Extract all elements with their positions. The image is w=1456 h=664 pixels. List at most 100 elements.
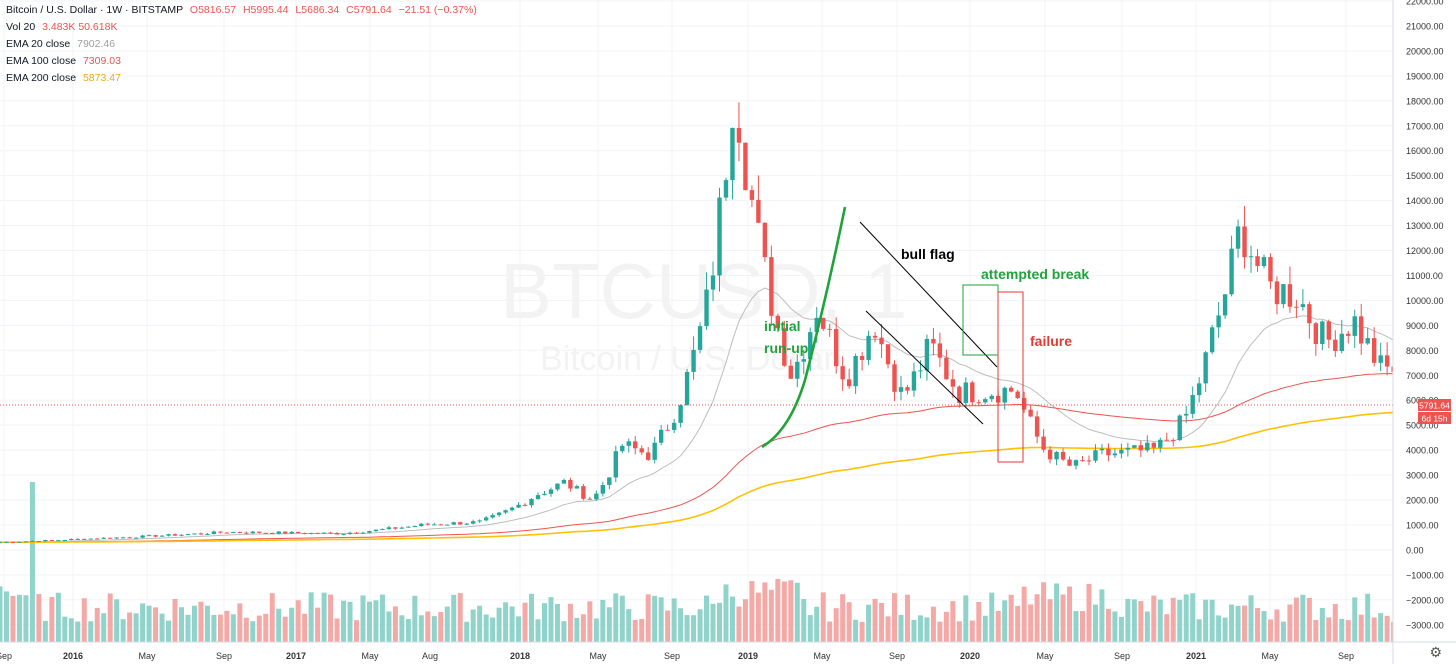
ema100-line	[0, 367, 1456, 543]
vol-value-1: 3.483K	[42, 21, 76, 33]
ema100-legend[interactable]: EMA 100 close 7309.03	[6, 53, 477, 70]
price-badges: 5791.64 6d 15h	[1418, 398, 1451, 424]
volume-bar	[496, 607, 502, 642]
volume-bar	[405, 618, 411, 642]
volume-bar	[775, 578, 781, 642]
candle-body	[983, 399, 988, 403]
failure-box	[997, 291, 1024, 463]
candle-body	[808, 332, 813, 360]
candle-body	[548, 489, 554, 494]
candle-body	[853, 355, 858, 387]
volume-bar	[360, 595, 366, 642]
volume-bar	[1170, 597, 1176, 642]
candle-body	[17, 541, 22, 543]
volume-bar	[911, 619, 917, 642]
time-axis[interactable]: Sep 2016 May Sep 2017 May Aug 2018 May Sep 2019 May…	[0, 641, 1456, 661]
symbol-title: Bitcoin / U.S. Dollar · 1W · BITSTAMP	[6, 4, 183, 16]
volume-bar	[1002, 600, 1008, 642]
candle-body	[114, 537, 119, 539]
volume-bar	[198, 601, 204, 642]
symbol-row[interactable]: Bitcoin / U.S. Dollar · 1W · BITSTAMP O5…	[6, 2, 477, 19]
candle-body	[470, 521, 476, 524]
candle-body	[1158, 439, 1163, 448]
candle-body	[1307, 304, 1312, 324]
volume-bar	[269, 593, 275, 642]
volume-bar	[1261, 611, 1267, 642]
ema20-label: EMA 20 close	[6, 38, 71, 50]
price-tick-label: 14000.00	[1406, 196, 1444, 206]
candle-body	[0, 542, 3, 544]
volume-bar	[444, 606, 450, 642]
candle-body	[503, 510, 508, 513]
candle-body	[231, 531, 236, 533]
candle-body	[10, 541, 16, 543]
volume-bar	[159, 613, 165, 642]
candle-body	[1274, 281, 1280, 305]
time-tick-label: May	[1261, 651, 1279, 661]
volume-bar	[23, 595, 29, 642]
volume-bar	[548, 597, 554, 642]
volume-bar	[833, 608, 839, 642]
volume-bar	[1144, 611, 1150, 642]
time-tick-label: May	[589, 651, 607, 661]
candle-body	[568, 479, 573, 489]
ema20-value: 7902.46	[77, 38, 116, 50]
ohlc-low: L5686.34	[295, 4, 340, 16]
volume-bar	[840, 594, 846, 642]
candle-body	[1294, 306, 1299, 308]
settings-gear-icon[interactable]: ⚙	[1429, 644, 1442, 660]
last-price-badge	[1418, 398, 1451, 411]
candle-body	[425, 523, 431, 525]
volume-bar	[172, 598, 178, 642]
candle-body	[354, 532, 359, 534]
volume-bar	[418, 615, 424, 642]
volume-bar	[1378, 613, 1384, 642]
volume-bar	[1365, 593, 1371, 642]
candle-body	[555, 483, 560, 490]
annotation-drawings[interactable]: initial run-up bull flag attempted break fai…	[0, 206, 1393, 463]
price-tick-label: 21000.00	[1406, 21, 1444, 31]
volume-bar	[1300, 594, 1306, 642]
candle-body	[56, 540, 61, 542]
vol-legend[interactable]: Vol 20 3.483K 50.618K	[6, 19, 477, 36]
volume-bar	[16, 594, 22, 642]
volume-bar	[1255, 608, 1261, 642]
candle-body	[1248, 256, 1254, 258]
volume-bar	[399, 615, 405, 642]
candle-body	[432, 524, 437, 526]
ema200-legend[interactable]: EMA 200 close 5873.47	[6, 70, 477, 87]
candle-body	[153, 535, 158, 537]
candle-body	[224, 532, 230, 534]
candle-body	[1106, 448, 1111, 456]
candle-body	[989, 395, 994, 400]
time-tick-label: Sep	[1338, 651, 1354, 661]
candle-body	[347, 532, 353, 534]
candle-body	[736, 127, 742, 143]
price-axis[interactable]: 22000.00 21000.00 20000.00 19000.00 18000.00…	[1392, 0, 1456, 664]
candle-body	[1209, 327, 1215, 353]
ema20-legend[interactable]: EMA 20 close 7902.46	[6, 36, 477, 53]
volume-bar	[827, 621, 833, 642]
volume-bar	[133, 613, 139, 642]
price-tick-label: 15000.00	[1406, 171, 1444, 181]
volume-bar	[29, 482, 35, 642]
candle-body	[315, 532, 320, 534]
candle-body	[419, 523, 424, 527]
time-tick-label: 2020	[960, 651, 980, 661]
candle-body	[250, 531, 255, 534]
candle-body	[963, 382, 969, 403]
volume-bar	[166, 620, 172, 642]
price-tick-label: 19000.00	[1406, 71, 1444, 81]
volume-bar	[224, 610, 230, 642]
candle-body	[775, 315, 781, 329]
volume-bar	[3, 591, 9, 642]
candle-body	[587, 498, 593, 500]
candle-body	[620, 445, 625, 452]
candle-body	[957, 386, 962, 403]
volume-bar	[652, 595, 658, 642]
ema200-label: EMA 200 close	[6, 72, 77, 84]
volume-bar	[1008, 594, 1014, 642]
candle-body	[581, 486, 586, 499]
volume-bar	[49, 597, 55, 642]
